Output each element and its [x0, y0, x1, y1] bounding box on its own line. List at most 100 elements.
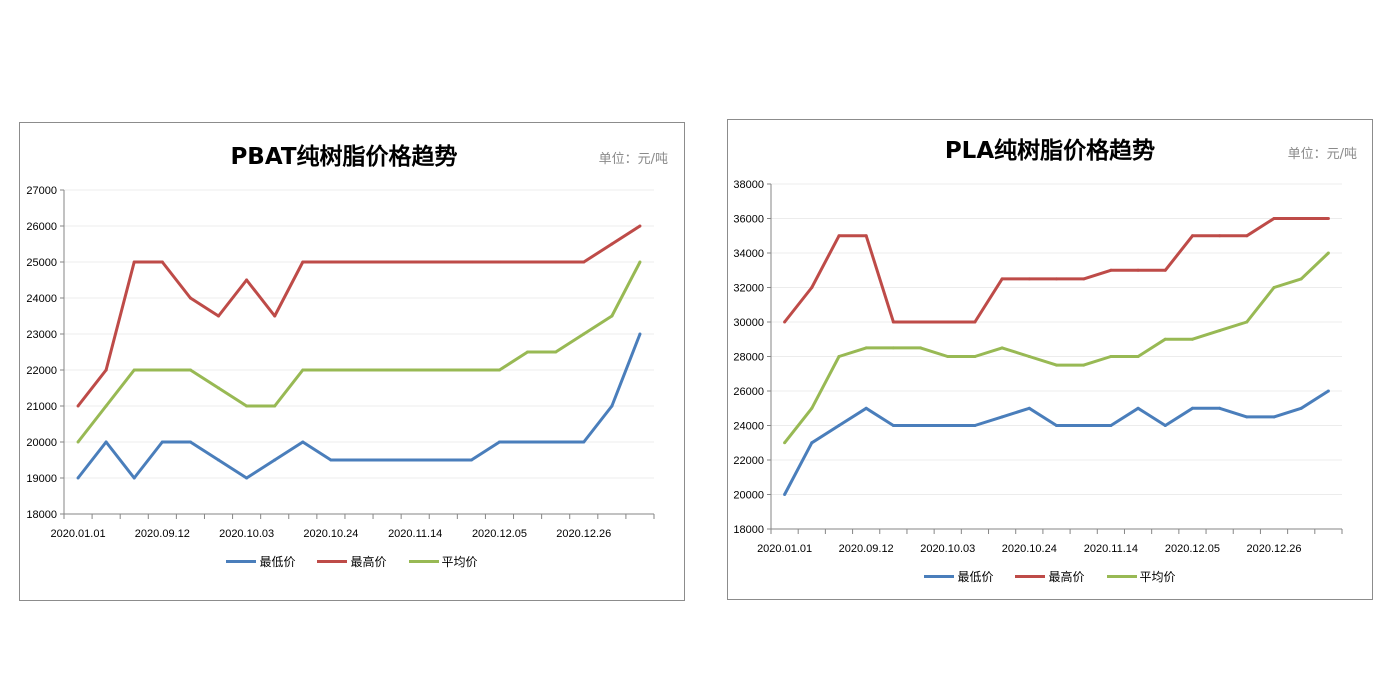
legend-label: 最低价 [957, 570, 994, 584]
data-point [1027, 406, 1031, 410]
data-point [413, 260, 417, 264]
data-point [1000, 346, 1004, 350]
data-point [526, 350, 530, 354]
data-point [864, 346, 868, 350]
data-point [891, 424, 895, 427]
data-point [1055, 363, 1058, 367]
data-point [1218, 329, 1222, 333]
x-tick-label: 2020.12.26 [1246, 543, 1301, 555]
data-point [104, 440, 108, 444]
data-point [973, 424, 977, 427]
data-point [837, 424, 841, 427]
data-point [273, 314, 277, 318]
x-tick-label: 2020.10.24 [1002, 543, 1057, 555]
y-tick-label: 20000 [733, 490, 764, 502]
x-tick-label: 2020.11.14 [388, 528, 442, 540]
y-tick-label: 38000 [733, 179, 764, 191]
data-point [891, 346, 895, 350]
x-tick-label: 2020.09.12 [839, 543, 894, 555]
data-point [357, 368, 361, 372]
data-point [245, 404, 249, 408]
data-point [1109, 424, 1113, 427]
data-point [385, 260, 389, 264]
y-tick-label: 26000 [733, 386, 764, 398]
data-point [160, 368, 164, 372]
data-point [76, 440, 80, 444]
data-point [1190, 337, 1194, 341]
data-point [946, 320, 950, 324]
data-point [385, 368, 389, 372]
data-point [946, 355, 950, 358]
legend-item: 最高价 [317, 553, 387, 570]
x-tick-label: 2020.10.03 [219, 528, 274, 540]
data-point [946, 424, 950, 427]
data-point [104, 404, 108, 408]
data-point [357, 458, 361, 462]
legend-swatch [408, 560, 439, 563]
x-tick-label: 2020.12.05 [472, 528, 527, 540]
data-point [973, 320, 977, 324]
data-point [357, 260, 361, 264]
data-point [329, 458, 333, 462]
y-tick-label: 24000 [26, 293, 57, 305]
data-point [638, 224, 642, 228]
y-tick-label: 19000 [26, 473, 57, 485]
plot-area: 18000 20000 22000 24000 26000 28000 30000 32000… [733, 179, 1343, 555]
data-point [104, 368, 108, 372]
data-point [160, 440, 164, 444]
data-point [1326, 389, 1330, 393]
data-point [132, 476, 136, 480]
legend-item: 最低价 [924, 568, 993, 585]
data-point [1272, 415, 1276, 419]
data-point [132, 260, 136, 264]
y-tick-label: 24000 [733, 421, 764, 433]
data-point [1190, 234, 1194, 238]
data-point [1027, 355, 1031, 358]
data-point [1136, 268, 1140, 272]
data-point [413, 458, 417, 462]
y-tick-label: 22000 [26, 365, 57, 377]
data-point [582, 440, 586, 444]
legend-item: 最低价 [226, 553, 295, 570]
legend-label: 最高价 [350, 555, 387, 569]
y-tick-label: 26000 [26, 221, 57, 233]
data-point [385, 458, 389, 462]
data-point [1299, 277, 1303, 281]
data-point [1218, 234, 1222, 238]
data-point [1109, 268, 1113, 272]
plot-area: 18000 19000 20000 21000 22000 23000 24000 25000… [26, 185, 655, 540]
legend-swatch [924, 575, 955, 578]
data-point [441, 260, 445, 264]
data-point [1082, 363, 1086, 367]
data-point [245, 476, 249, 480]
unit-label: 单位：元/吨 [598, 152, 668, 167]
data-point [783, 493, 787, 496]
series-line-2 [783, 217, 1329, 324]
legend-label: 平均价 [1139, 570, 1176, 584]
y-tick-label: 21000 [26, 401, 57, 413]
legend-swatch [317, 560, 348, 563]
data-point [1109, 355, 1113, 358]
data-point [973, 355, 977, 358]
data-point [1326, 217, 1330, 220]
data-point [1055, 424, 1058, 427]
data-point [160, 260, 164, 264]
x-tick-label: 2020.01.01 [51, 528, 106, 540]
data-point [217, 386, 221, 390]
data-point [76, 476, 80, 480]
data-point [1082, 277, 1086, 281]
data-point [217, 314, 221, 318]
data-point [1163, 424, 1167, 427]
x-tick-label: 2020.09.12 [135, 528, 190, 540]
data-point [1299, 217, 1303, 220]
data-point [783, 320, 787, 324]
data-point [610, 314, 614, 318]
data-point [301, 440, 305, 444]
data-point [1272, 217, 1276, 220]
y-tick-label: 18000 [26, 509, 57, 521]
legend-item: 平均价 [408, 553, 478, 570]
data-point [1163, 268, 1167, 272]
legend-label: 最低价 [259, 555, 296, 569]
y-tick-label: 36000 [733, 214, 764, 226]
data-point [638, 260, 642, 264]
